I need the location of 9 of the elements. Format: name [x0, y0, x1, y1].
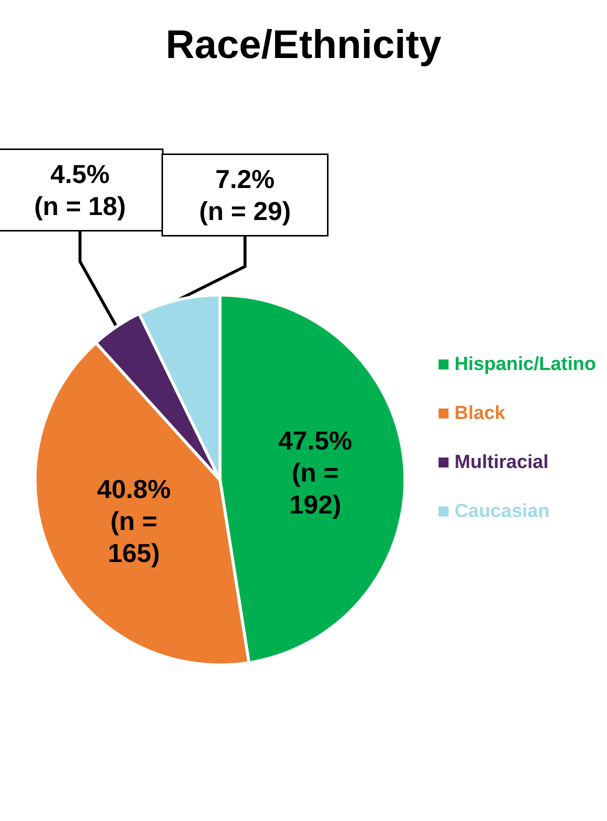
legend-label: Hispanic/Latino — [454, 354, 596, 375]
chart-title: Race/Ethnicity — [166, 23, 442, 67]
data-label: 7.2% (n = 29) — [199, 164, 291, 226]
data-label: 4.5% (n = 18) — [34, 159, 126, 221]
data-label: 40.8% (n = 165) — [96, 474, 171, 568]
legend-label: Multiracial — [454, 452, 549, 473]
legend-label: Black — [454, 403, 506, 424]
data-label: 47.5% (n = 192) — [278, 426, 352, 520]
legend-label: Caucasian — [454, 501, 550, 522]
